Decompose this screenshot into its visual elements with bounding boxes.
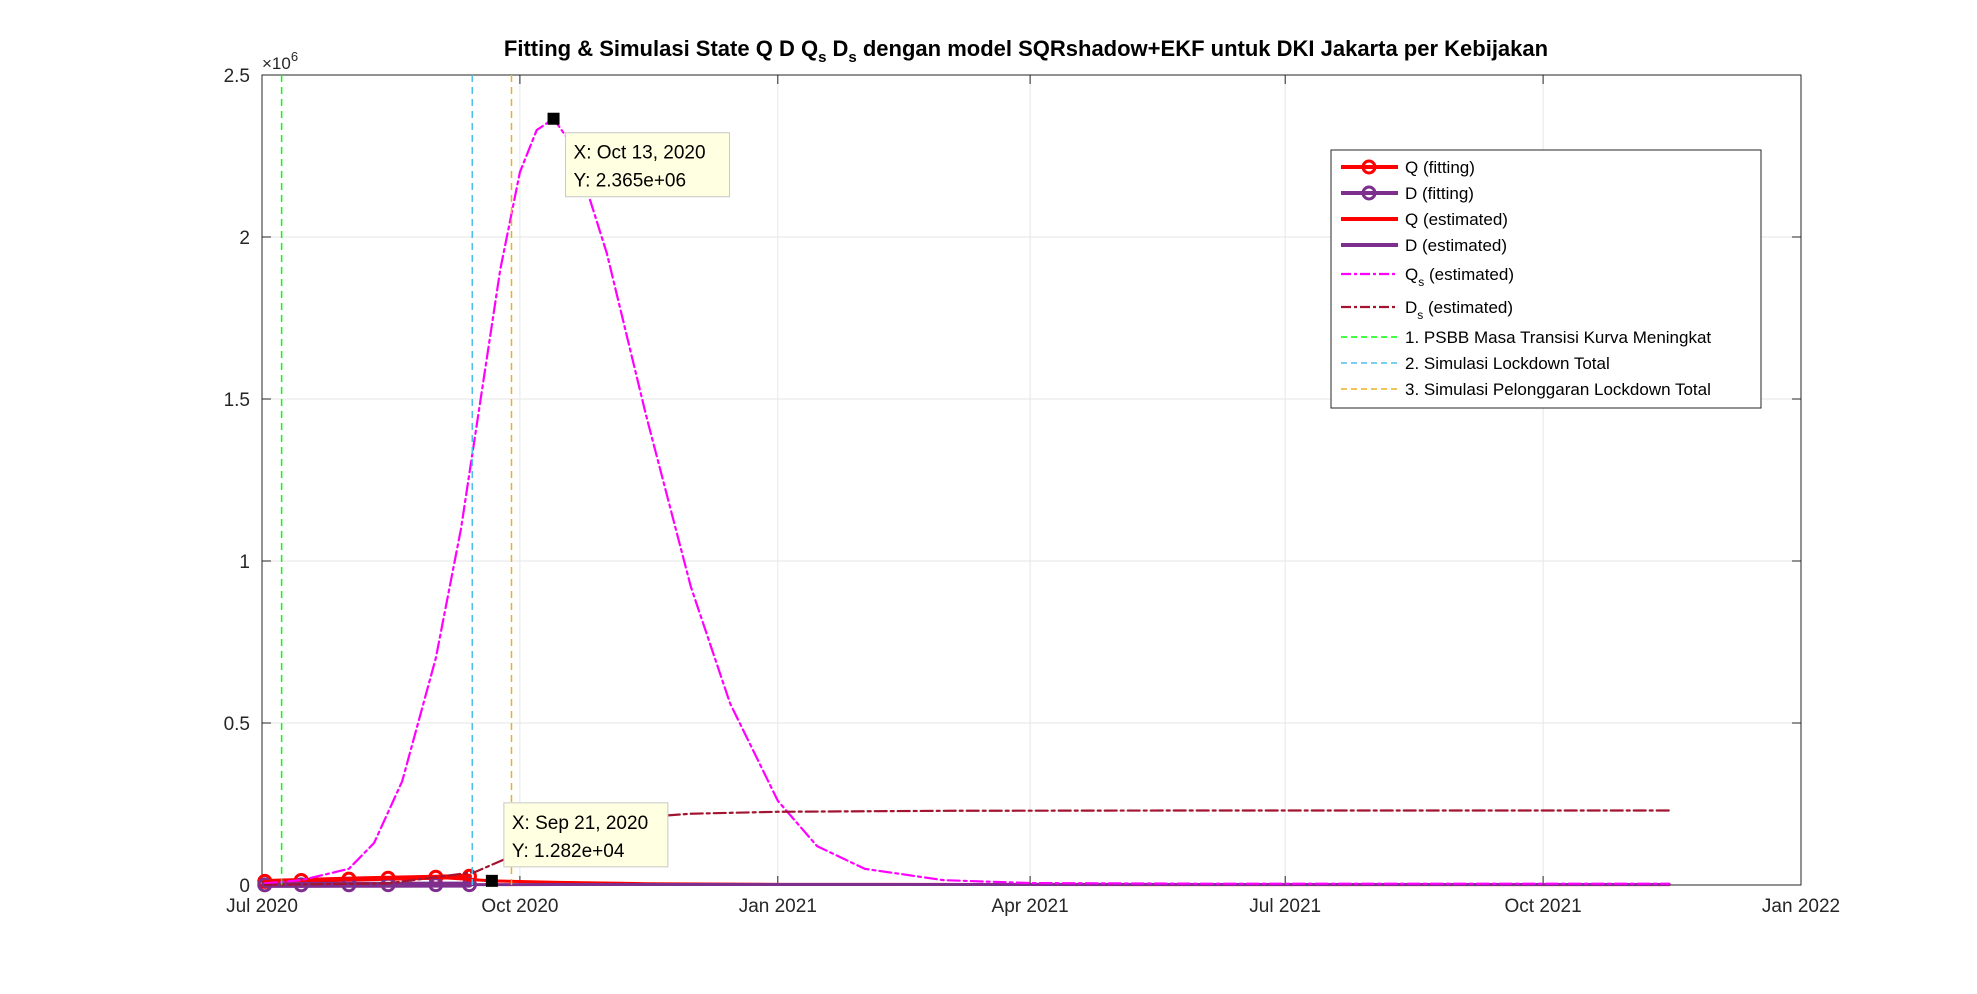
x-tick-label: Jul 2020 xyxy=(226,896,298,917)
legend-label-3: Q (estimated) xyxy=(1405,210,1508,229)
y-tick-label: 2.5 xyxy=(224,66,250,87)
x-tick-label: Jan 2021 xyxy=(739,896,817,917)
title-sub-1: s xyxy=(818,49,826,66)
datatip-x-text: X: Sep 21, 2020 xyxy=(512,813,648,834)
datatip-marker xyxy=(486,875,498,887)
x-tick-label: Oct 2021 xyxy=(1505,896,1582,917)
legend-label-text: Q (estimated) xyxy=(1405,210,1508,229)
datatip-y-text: Y: 2.365e+06 xyxy=(574,171,687,192)
legend-label-text: Q xyxy=(1405,265,1418,284)
y-tick-label: 2 xyxy=(239,228,250,249)
title-sub-2: s xyxy=(848,49,856,66)
legend-label-text: 2. Simulasi Lockdown Total xyxy=(1405,354,1610,373)
title-part-1: Fitting & Simulasi State Q D Q xyxy=(504,36,818,61)
legend-label-7: 1. PSBB Masa Transisi Kurva Meningkat xyxy=(1405,328,1711,347)
y-exponent-power: 6 xyxy=(291,49,298,64)
legend-label-9: 3. Simulasi Pelonggaran Lockdown Total xyxy=(1405,380,1711,399)
y-tick-label: 1 xyxy=(239,552,250,573)
y-exponent-base: ×10 xyxy=(262,54,291,73)
legend-label-suffix: (estimated) xyxy=(1424,265,1514,284)
legend-label-text: 3. Simulasi Pelonggaran Lockdown Total xyxy=(1405,380,1711,399)
y-tick-label: 0 xyxy=(239,876,250,897)
legend-label-text: D xyxy=(1405,298,1417,317)
datatip-x-text: X: Oct 13, 2020 xyxy=(574,143,706,164)
legend-label-1: Q (fitting) xyxy=(1405,158,1475,177)
legend-label-text: Q (fitting) xyxy=(1405,158,1475,177)
x-tick-label: Oct 2020 xyxy=(481,896,558,917)
title-part-3: dengan model SQRshadow+EKF untuk DKI Jak… xyxy=(857,36,1548,61)
legend-label-2: D (fitting) xyxy=(1405,184,1474,203)
legend-label-8: 2. Simulasi Lockdown Total xyxy=(1405,354,1610,373)
x-tick-label: Jan 2022 xyxy=(1762,896,1840,917)
legend-label-suffix: (estimated) xyxy=(1423,298,1513,317)
datatip-marker xyxy=(548,113,560,125)
x-tick-label: Apr 2021 xyxy=(992,896,1069,917)
x-tick-label: Jul 2021 xyxy=(1249,896,1321,917)
y-tick-label: 0.5 xyxy=(224,714,250,735)
legend-label-text: D (estimated) xyxy=(1405,236,1507,255)
title-part-2: D xyxy=(826,36,848,61)
legend-label-4: D (estimated) xyxy=(1405,236,1507,255)
y-tick-label: 1.5 xyxy=(224,390,250,411)
legend-label-text: D (fitting) xyxy=(1405,184,1474,203)
datatip-y-text: Y: 1.282e+04 xyxy=(512,841,625,862)
legend-label-text: 1. PSBB Masa Transisi Kurva Meningkat xyxy=(1405,328,1711,347)
